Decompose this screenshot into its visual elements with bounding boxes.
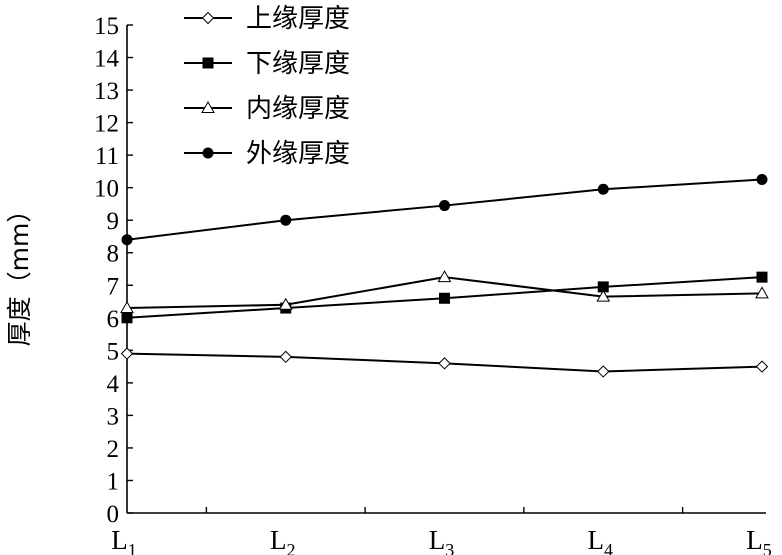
legend-marker xyxy=(202,57,214,69)
y-axis-title: 厚度（mm） xyxy=(5,198,34,347)
y-tick-label: 7 xyxy=(107,273,120,300)
data-point xyxy=(755,286,769,299)
y-tick-label: 1 xyxy=(107,468,120,495)
data-point xyxy=(437,270,452,283)
legend-entry: 外缘厚度 xyxy=(184,139,350,169)
x-tick-label: L3 xyxy=(429,525,455,555)
data-point xyxy=(121,312,133,324)
data-point xyxy=(596,289,611,302)
y-tick-label: 3 xyxy=(107,403,120,430)
data-point xyxy=(755,360,769,373)
data-point xyxy=(120,301,134,314)
legend-entry: 内缘厚度 xyxy=(184,94,350,124)
data-point xyxy=(279,350,292,364)
y-tick-label: 9 xyxy=(107,208,120,235)
x-tick-label: L2 xyxy=(270,525,296,555)
legend-entry: 上缘厚度 xyxy=(184,4,350,34)
data-point xyxy=(439,292,450,304)
legend-label: 外缘厚度 xyxy=(246,139,350,169)
y-tick-label: 10 xyxy=(94,176,119,203)
series-1 xyxy=(120,347,769,378)
data-point xyxy=(280,214,292,226)
x-tick-label: L1 xyxy=(111,525,137,555)
legend-marker xyxy=(201,100,215,113)
series-3 xyxy=(120,270,769,314)
y-tick-label: 2 xyxy=(107,436,120,463)
y-tick-label: 13 xyxy=(94,78,119,105)
axes xyxy=(126,25,766,514)
y-tick-label: 12 xyxy=(94,111,119,138)
data-point xyxy=(438,357,451,370)
legend-marker xyxy=(201,11,215,25)
data-point xyxy=(597,365,610,378)
series-layer xyxy=(120,174,769,378)
data-point xyxy=(597,183,609,195)
data-point xyxy=(121,234,133,246)
legend-label: 上缘厚度 xyxy=(246,4,350,34)
data-point xyxy=(120,347,134,360)
y-tick-label: 14 xyxy=(94,46,120,73)
x-axis-ticks: L1 L2 L3 L4 L5 xyxy=(111,507,772,555)
series-4 xyxy=(121,174,768,246)
y-tick-label: 5 xyxy=(107,338,120,365)
y-tick-label: 6 xyxy=(107,306,120,333)
x-tick-label: L4 xyxy=(588,525,614,555)
legend-marker xyxy=(202,147,214,159)
y-tick-label: 0 xyxy=(107,501,120,528)
data-point xyxy=(278,297,293,310)
legend-label: 下缘厚度 xyxy=(246,49,350,79)
y-tick-label: 15 xyxy=(94,13,119,40)
x-tick-label: L5 xyxy=(746,525,772,555)
data-point xyxy=(756,271,768,283)
legend-label: 内缘厚度 xyxy=(246,94,350,124)
data-point xyxy=(439,200,450,212)
y-tick-label: 4 xyxy=(107,371,120,398)
y-tick-label: 8 xyxy=(107,241,120,268)
legend-entry: 下缘厚度 xyxy=(184,49,350,79)
y-tick-label: 11 xyxy=(95,143,119,170)
data-point xyxy=(597,281,609,293)
data-point xyxy=(756,174,768,186)
